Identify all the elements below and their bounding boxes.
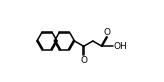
Text: O: O bbox=[104, 28, 111, 37]
Text: O: O bbox=[80, 56, 87, 65]
Text: OH: OH bbox=[113, 42, 127, 51]
